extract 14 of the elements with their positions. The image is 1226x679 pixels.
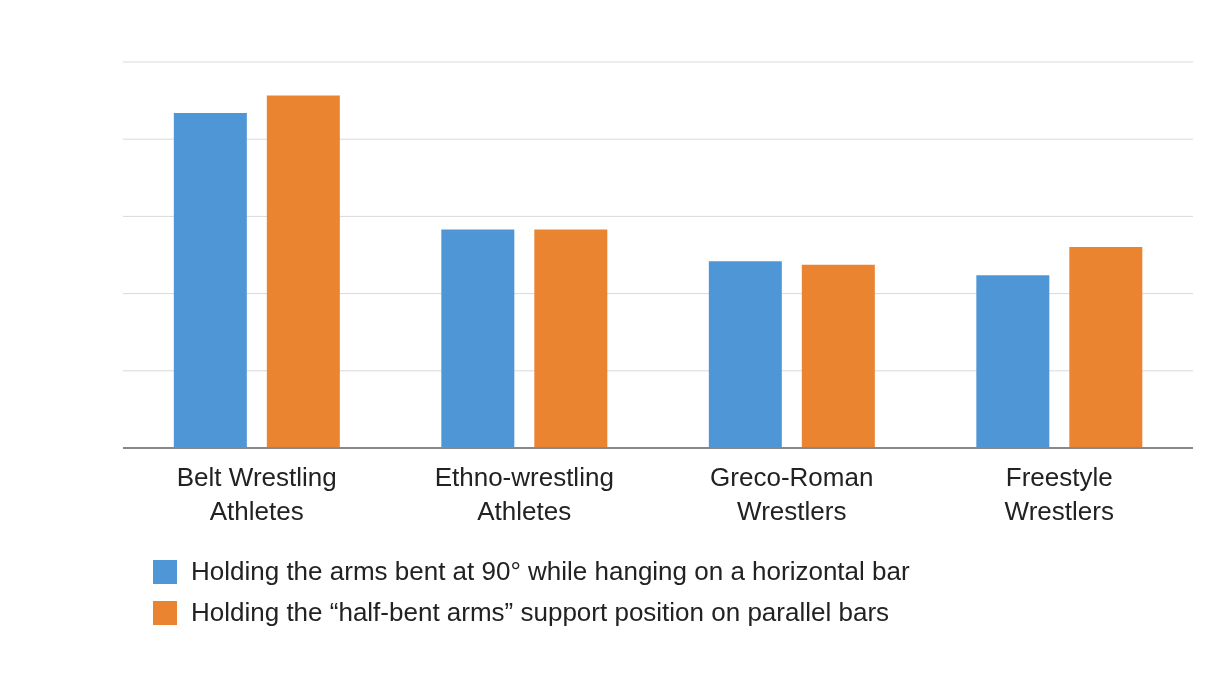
bar: [801, 264, 875, 448]
bar: [708, 261, 782, 448]
bar: [976, 275, 1050, 448]
bar: [441, 229, 515, 448]
x-tick-label: Belt Wrestling Athletes: [176, 462, 337, 526]
bar: [1069, 247, 1143, 448]
legend-label: Holding the “half-bent arms” support position on parallel bars: [191, 597, 890, 628]
bar: [173, 113, 247, 448]
bar: [266, 95, 340, 448]
legend-label: Holding the arms bent at 90° while hanging on a horizontal bar: [191, 556, 910, 587]
bar: [534, 229, 608, 448]
x-tick-label: Freestyle Wrestlers: [1004, 462, 1114, 526]
x-tick-label: Greco-Roman Wrestlers: [710, 462, 874, 526]
x-tick-label: Ethno-wrestling Athletes: [434, 462, 614, 526]
